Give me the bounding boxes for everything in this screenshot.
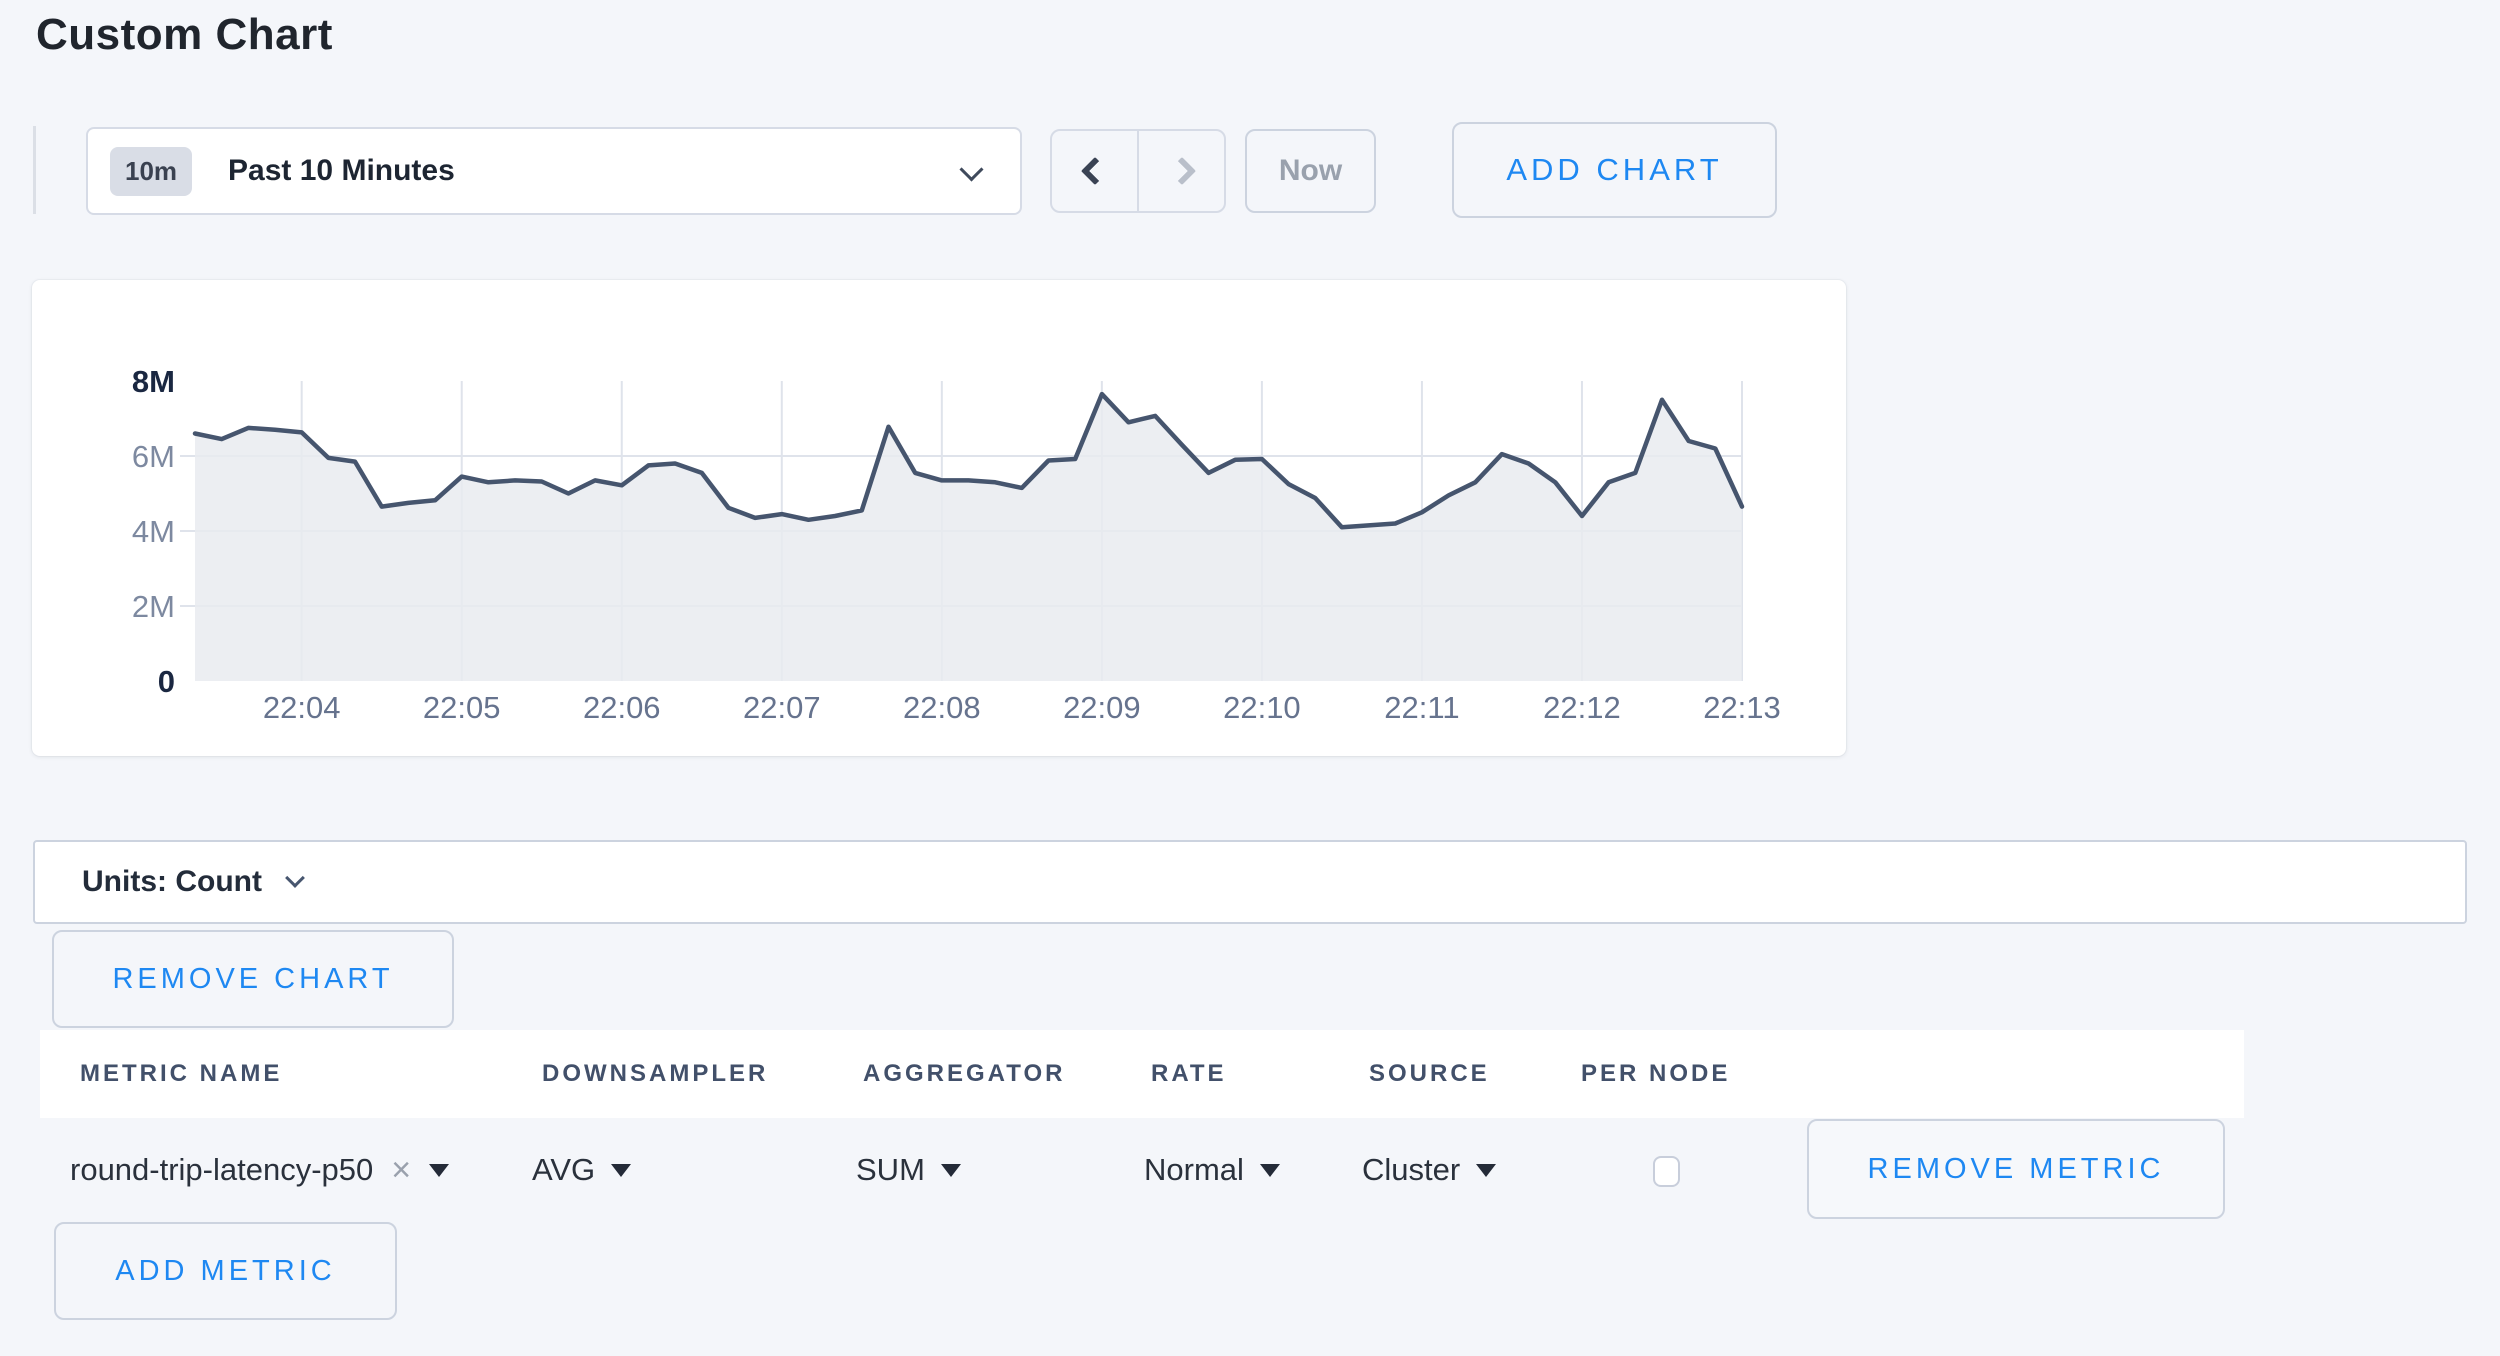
metric-name-value: round-trip-latency-p50 bbox=[70, 1152, 374, 1187]
x-tick-label: 22:07 bbox=[743, 690, 821, 725]
y-tick-label: 0 bbox=[158, 664, 175, 699]
time-step-controls bbox=[1050, 129, 1226, 213]
rate-value: Normal bbox=[1144, 1152, 1244, 1187]
time-scale-badge: 10m bbox=[110, 146, 193, 196]
units-dropdown[interactable]: Units: Count bbox=[33, 840, 2467, 924]
time-forward-button[interactable] bbox=[1139, 131, 1224, 211]
downsampler-value: AVG bbox=[532, 1152, 596, 1187]
y-tick-label: 6M bbox=[132, 439, 175, 474]
x-tick-label: 22:05 bbox=[423, 690, 501, 725]
x-tick-label: 22:11 bbox=[1384, 690, 1459, 725]
downsampler-select[interactable]: AVG bbox=[532, 1140, 632, 1200]
x-tick-label: 22:13 bbox=[1703, 690, 1781, 725]
chart-card: 22:04 22:05 22:06 22:07 22:08 22:09 22:10 22:11… bbox=[32, 280, 1846, 756]
y-tick-label: 4M bbox=[132, 514, 175, 549]
source-select[interactable]: Cluster bbox=[1362, 1140, 1497, 1200]
x-tick-label: 22:12 bbox=[1543, 690, 1621, 725]
chevron-down-icon bbox=[285, 868, 305, 888]
series-line bbox=[192, 391, 1745, 530]
metric-name-select[interactable]: round-trip-latency-p50 × bbox=[70, 1140, 450, 1200]
add-metric-button[interactable]: ADD METRIC bbox=[54, 1222, 397, 1320]
chevron-right-icon bbox=[1167, 156, 1196, 186]
column-header-rate: RATE bbox=[1151, 1060, 1227, 1087]
rate-select[interactable]: Normal bbox=[1144, 1140, 1280, 1200]
time-range-dropdown[interactable]: 10m Past 10 Minutes bbox=[86, 127, 1022, 215]
per-node-checkbox[interactable] bbox=[1653, 1156, 1680, 1187]
x-tick-label: 22:08 bbox=[903, 690, 981, 725]
now-button[interactable]: Now bbox=[1245, 129, 1376, 213]
page-title: Custom Chart bbox=[36, 10, 333, 59]
toolbar-divider bbox=[33, 126, 36, 214]
column-header-downsampler: DOWNSAMPLER bbox=[542, 1060, 769, 1087]
x-tick-label: 22:09 bbox=[1063, 690, 1141, 725]
x-tick-label: 22:06 bbox=[583, 690, 661, 725]
column-header-per-node: PER NODE bbox=[1581, 1060, 1731, 1087]
remove-tag-icon[interactable]: × bbox=[391, 1151, 412, 1189]
y-tick-label: 2M bbox=[132, 589, 175, 624]
series-area-fill bbox=[195, 394, 1742, 681]
caret-down-icon bbox=[1476, 1163, 1497, 1177]
metrics-table-header: METRIC NAME DOWNSAMPLER AGGREGATOR RATE … bbox=[40, 1030, 2244, 1118]
x-tick-label: 22:10 bbox=[1223, 690, 1301, 725]
aggregator-value: SUM bbox=[856, 1152, 925, 1187]
chevron-left-icon bbox=[1080, 156, 1109, 186]
column-header-source: SOURCE bbox=[1369, 1060, 1490, 1087]
chevron-down-icon bbox=[959, 157, 984, 182]
latency-area-chart: 22:04 22:05 22:06 22:07 22:08 22:09 22:10 22:11… bbox=[132, 364, 1781, 725]
y-tick-label: 8M bbox=[132, 364, 175, 399]
column-header-aggregator: AGGREGATOR bbox=[863, 1060, 1066, 1087]
units-label: Units: Count bbox=[82, 865, 262, 898]
remove-chart-button[interactable]: REMOVE CHART bbox=[52, 930, 454, 1028]
add-chart-button[interactable]: ADD CHART bbox=[1452, 122, 1777, 218]
caret-down-icon bbox=[429, 1163, 450, 1177]
x-tick-label: 22:04 bbox=[263, 690, 341, 725]
caret-down-icon bbox=[1259, 1163, 1280, 1177]
aggregator-select[interactable]: SUM bbox=[856, 1140, 961, 1200]
time-range-label: Past 10 Minutes bbox=[228, 154, 455, 187]
source-value: Cluster bbox=[1362, 1152, 1461, 1187]
caret-down-icon bbox=[611, 1163, 632, 1177]
remove-metric-button[interactable]: REMOVE METRIC bbox=[1807, 1119, 2225, 1219]
caret-down-icon bbox=[940, 1163, 961, 1177]
column-header-metric-name: METRIC NAME bbox=[80, 1060, 283, 1087]
time-back-button[interactable] bbox=[1052, 131, 1139, 211]
